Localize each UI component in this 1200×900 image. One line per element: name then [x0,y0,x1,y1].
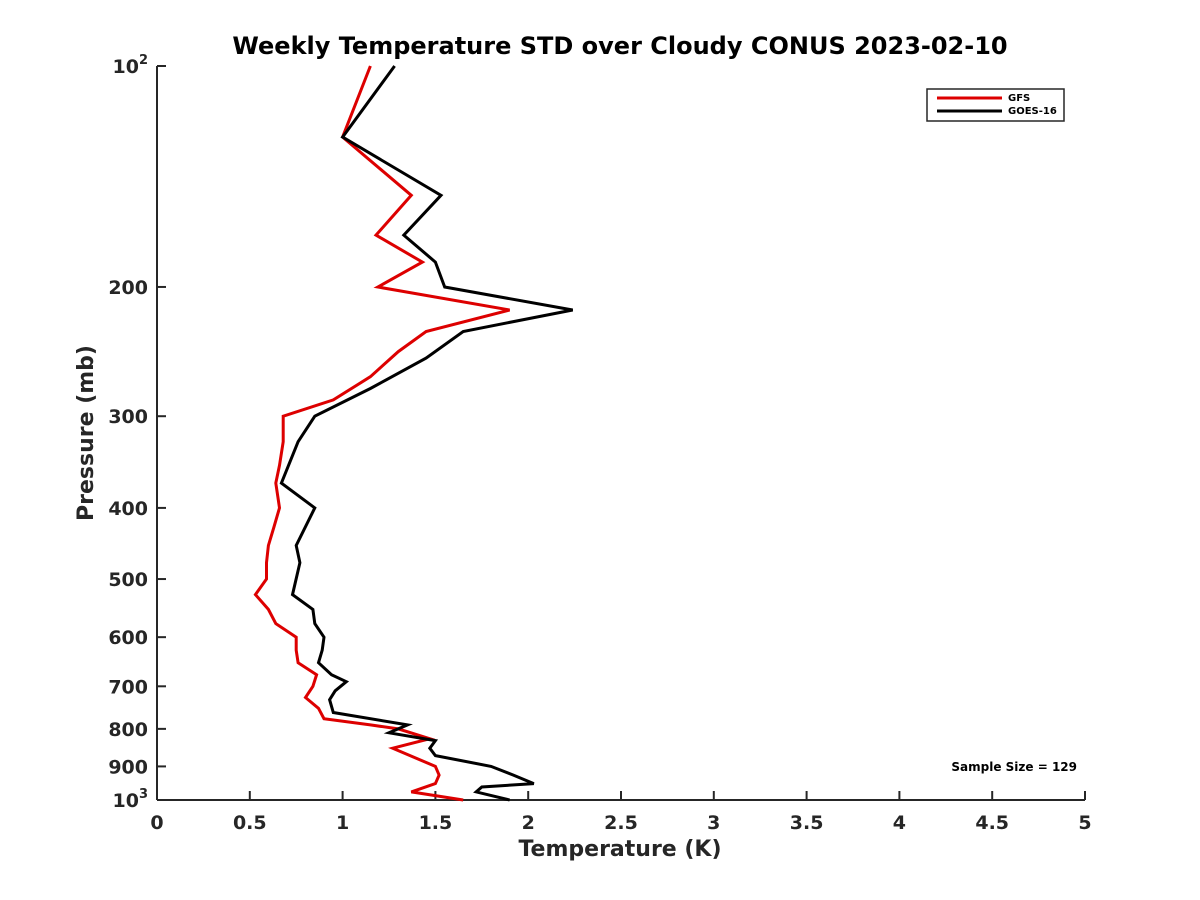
legend: GFS GOES-16 [926,88,1065,122]
legend-box [926,88,1065,122]
x-tick-label: 3.5 [790,812,824,834]
legend-label-gfs: GFS [1008,93,1030,104]
y-tick-label-base: 10 [113,790,139,812]
y-tick-label: 300 [108,406,148,428]
sample-size-annotation: Sample Size = 129 [951,760,1077,774]
y-tick-label: 700 [108,676,148,698]
series-line-gfs [253,65,510,802]
x-tick-label: 0.5 [233,812,267,834]
x-axis-label: Temperature (K) [518,837,721,862]
series-line-goes16 [279,65,573,802]
y-tick-label: 102 [113,53,149,78]
x-tick-label: 2.5 [604,812,638,834]
y-tick-label: 500 [108,569,148,591]
y-tick-label: 200 [108,277,148,299]
x-axis-ticks: 0 0.5 1 1.5 2 2.5 3 3.5 4 4.5 5 [150,791,1092,834]
y-tick-label-exponent: 3 [139,787,148,802]
y-tick-label-exponent: 2 [139,53,148,68]
y-tick-label: 103 [113,787,149,812]
plot-area: 0 0.5 1 1.5 2 2.5 3 3.5 4 4.5 5 102200300400500600… [108,53,1091,834]
x-tick-label: 4.5 [975,812,1009,834]
y-tick-label: 600 [108,627,148,649]
y-tick-label: 400 [108,498,148,520]
y-tick-label-base: 10 [113,56,139,78]
y-tick-label: 900 [108,756,148,778]
x-tick-label: 4 [893,812,906,834]
legend-label-goes16: GOES-16 [1008,106,1057,117]
y-axis-label: Pressure (mb) [74,345,99,521]
x-tick-label: 2 [522,812,535,834]
x-tick-label: 1.5 [419,812,453,834]
x-tick-label: 0 [150,812,163,834]
series-lines [253,65,573,802]
y-tick-label: 800 [108,719,148,741]
x-tick-label: 5 [1078,812,1091,834]
x-tick-label: 3 [707,812,720,834]
chart-title: Weekly Temperature STD over Cloudy CONUS… [232,32,1007,60]
x-tick-label: 1 [336,812,349,834]
